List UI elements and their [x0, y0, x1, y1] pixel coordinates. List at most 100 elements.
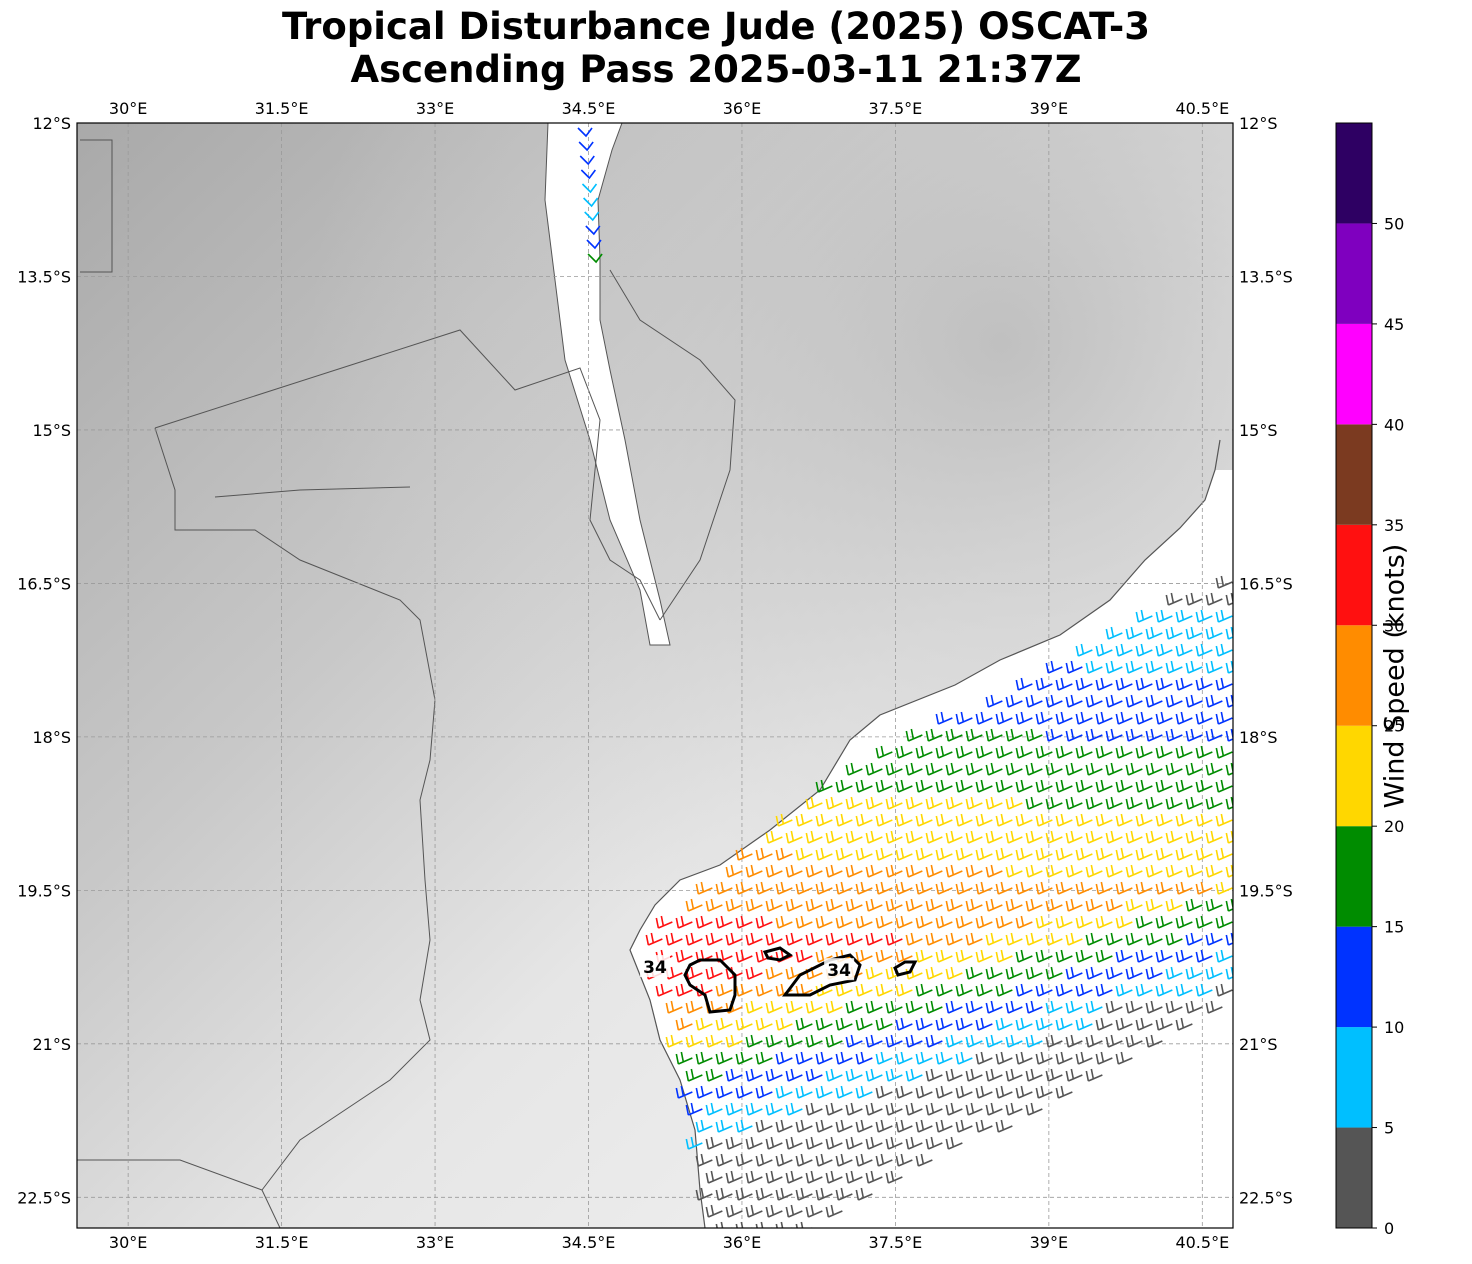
wind-barb — [805, 1068, 823, 1082]
wind-barb — [875, 1051, 893, 1065]
wind-barb — [715, 1221, 733, 1228]
wind-barb — [955, 847, 973, 861]
wind-barb — [1145, 728, 1163, 742]
wind-barb — [695, 1051, 713, 1065]
wind-barb — [1075, 983, 1093, 997]
wind-barb — [775, 915, 793, 929]
lat-tick-label-left: 21°S — [32, 1035, 71, 1054]
wind-barb — [905, 898, 923, 912]
wind-barb — [925, 932, 943, 946]
wind-barb — [1165, 898, 1183, 912]
wind-barb — [1015, 1051, 1033, 1065]
wind-barb — [905, 1000, 923, 1014]
wind-barb — [965, 1034, 983, 1048]
lat-tick-label-left: 19.5°S — [17, 881, 71, 900]
wind-barb — [1115, 711, 1133, 725]
wind-barb — [885, 932, 903, 946]
wind-barb — [1145, 864, 1163, 878]
wind-barb — [1115, 677, 1133, 691]
wind-barb — [825, 830, 843, 844]
wind-barb — [1045, 660, 1063, 674]
lon-tick-label-top: 40.5°E — [1175, 99, 1229, 118]
wind-barb — [865, 762, 883, 776]
wind-barb — [715, 915, 733, 929]
wind-barb — [1185, 864, 1203, 878]
wind-barb — [1215, 609, 1233, 623]
wind-barb — [1125, 694, 1143, 708]
wind-barb — [785, 1000, 803, 1014]
wind-barb — [1175, 643, 1193, 657]
wind-barb — [865, 1170, 883, 1184]
wind-barb — [1185, 898, 1203, 912]
wind-barb — [925, 1000, 943, 1014]
wind-barb — [1185, 932, 1203, 946]
wind-barb — [795, 813, 813, 827]
wind-barb — [765, 932, 783, 946]
wind-barb — [925, 966, 943, 980]
wind-barb — [785, 1204, 803, 1218]
wind-barb — [695, 881, 713, 895]
wind-barb — [1115, 915, 1133, 929]
wind-barb — [795, 881, 813, 895]
wind-barb — [1135, 915, 1153, 929]
wind-barb — [1015, 949, 1033, 963]
wind-barb — [735, 1221, 753, 1228]
wind-barb — [835, 1017, 853, 1031]
wind-barb — [925, 796, 943, 810]
wind-barb — [715, 1051, 733, 1065]
wind-barb — [955, 1017, 973, 1031]
lat-tick-label-right: 19.5°S — [1239, 881, 1293, 900]
wind-barb — [855, 779, 873, 793]
wind-barb — [1055, 915, 1073, 929]
wind-barb — [1225, 830, 1233, 844]
wind-barb — [1175, 983, 1193, 997]
wind-barb — [1165, 830, 1183, 844]
wind-barb — [805, 898, 823, 912]
wind-barb — [765, 1034, 783, 1048]
wind-barb — [865, 966, 883, 980]
wind-barb — [835, 847, 853, 861]
wind-barb — [645, 932, 663, 946]
wind-barb — [745, 864, 763, 878]
wind-barb — [1005, 1068, 1023, 1082]
wind-barb — [1135, 1017, 1153, 1031]
wind-barb — [855, 881, 873, 895]
wind-barb — [785, 1102, 803, 1116]
wind-barb — [815, 847, 833, 861]
wind-barb — [1105, 830, 1123, 844]
wind-barb — [935, 983, 953, 997]
wind-barb — [855, 915, 873, 929]
wind-barb — [875, 1017, 893, 1031]
wind-barb — [1065, 660, 1083, 674]
wind-barb — [815, 1051, 833, 1065]
wind-barb — [975, 1085, 993, 1099]
wind-barb — [1125, 864, 1143, 878]
wind-barb — [955, 1051, 973, 1065]
wind-barb — [975, 983, 993, 997]
wind-barb — [685, 1068, 703, 1082]
wind-barb — [865, 1136, 883, 1150]
wind-barb — [725, 932, 743, 946]
colorbar-segment — [1336, 123, 1372, 224]
wind-barb — [775, 1153, 793, 1167]
wind-barb — [825, 1102, 843, 1116]
wind-barb — [1215, 983, 1233, 997]
wind-barb — [845, 1000, 863, 1014]
wind-barb — [1185, 762, 1203, 776]
wind-barb — [1085, 932, 1103, 946]
wind-barb — [955, 813, 973, 827]
wind-barb — [985, 728, 1003, 742]
wind-barb — [755, 1017, 773, 1031]
wind-barb — [865, 864, 883, 878]
wind-barb — [1175, 949, 1193, 963]
wind-barb — [1225, 762, 1233, 776]
wind-barb — [745, 966, 763, 980]
wind-barb — [745, 1034, 763, 1048]
wind-barb — [1005, 728, 1023, 742]
wind-barb — [845, 796, 863, 810]
wind-barb — [1045, 694, 1063, 708]
wind-barb — [905, 1136, 923, 1150]
wind-barb — [955, 745, 973, 759]
wind-barb — [845, 1136, 863, 1150]
wind-barb — [1135, 847, 1153, 861]
